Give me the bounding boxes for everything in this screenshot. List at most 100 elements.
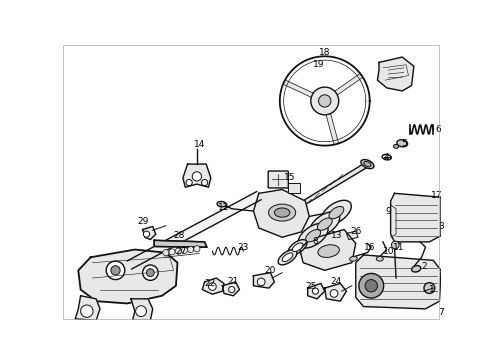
Ellipse shape	[393, 144, 399, 148]
Polygon shape	[377, 57, 414, 91]
Text: 9: 9	[386, 207, 391, 216]
Ellipse shape	[292, 243, 303, 252]
Polygon shape	[222, 282, 240, 296]
Polygon shape	[143, 226, 156, 239]
Ellipse shape	[278, 250, 297, 265]
Polygon shape	[308, 283, 325, 299]
Text: 2: 2	[421, 262, 427, 271]
Ellipse shape	[397, 140, 408, 147]
Text: 11: 11	[392, 243, 404, 252]
Circle shape	[392, 241, 399, 249]
Ellipse shape	[288, 240, 307, 255]
Ellipse shape	[329, 206, 344, 219]
Text: 6: 6	[436, 125, 441, 134]
Text: 23: 23	[238, 243, 249, 252]
Text: 19: 19	[313, 60, 324, 69]
Text: 3: 3	[438, 222, 444, 231]
Text: 26: 26	[350, 228, 362, 237]
Polygon shape	[202, 278, 224, 294]
Ellipse shape	[269, 204, 295, 221]
Circle shape	[144, 231, 149, 237]
Text: 5: 5	[402, 139, 408, 148]
Ellipse shape	[349, 256, 357, 261]
Circle shape	[181, 247, 188, 253]
Polygon shape	[78, 249, 177, 303]
Text: 24: 24	[331, 278, 342, 287]
Ellipse shape	[412, 266, 421, 272]
Circle shape	[143, 265, 158, 280]
Text: 18: 18	[319, 48, 330, 57]
Circle shape	[312, 288, 318, 294]
Circle shape	[209, 283, 216, 291]
Circle shape	[424, 283, 435, 293]
Text: 8: 8	[313, 237, 318, 246]
Polygon shape	[253, 189, 309, 237]
Polygon shape	[326, 114, 339, 145]
Circle shape	[311, 87, 339, 115]
Circle shape	[186, 180, 192, 186]
Circle shape	[257, 278, 265, 286]
Polygon shape	[75, 296, 100, 320]
Ellipse shape	[274, 208, 290, 217]
Text: 21: 21	[228, 278, 239, 287]
FancyBboxPatch shape	[288, 183, 300, 193]
Text: 22: 22	[204, 279, 216, 288]
Text: 7: 7	[438, 308, 444, 317]
Ellipse shape	[321, 200, 351, 225]
Polygon shape	[283, 80, 313, 97]
Ellipse shape	[382, 154, 392, 160]
Circle shape	[318, 95, 331, 107]
Circle shape	[106, 261, 125, 280]
Ellipse shape	[361, 159, 374, 168]
Ellipse shape	[298, 224, 328, 248]
Circle shape	[194, 246, 200, 252]
Text: 16: 16	[364, 243, 375, 252]
Circle shape	[175, 248, 181, 254]
Circle shape	[111, 266, 120, 275]
Polygon shape	[346, 231, 358, 239]
Text: 1: 1	[429, 285, 435, 294]
Text: 20: 20	[265, 266, 276, 275]
Circle shape	[359, 274, 384, 298]
Text: 25: 25	[305, 282, 317, 291]
Circle shape	[201, 180, 208, 186]
Ellipse shape	[282, 253, 293, 262]
Circle shape	[81, 305, 93, 317]
Text: 4: 4	[384, 153, 390, 162]
Polygon shape	[127, 192, 261, 269]
Text: 15: 15	[284, 174, 295, 183]
Text: 12: 12	[219, 203, 230, 212]
Ellipse shape	[364, 161, 371, 167]
Ellipse shape	[306, 230, 320, 242]
Circle shape	[229, 287, 235, 293]
Polygon shape	[154, 240, 207, 247]
Text: 13: 13	[331, 231, 342, 240]
Polygon shape	[270, 161, 371, 226]
Polygon shape	[325, 283, 346, 301]
Polygon shape	[335, 73, 363, 95]
Circle shape	[136, 306, 147, 316]
Ellipse shape	[317, 218, 332, 230]
Text: 14: 14	[194, 140, 205, 149]
Circle shape	[163, 249, 169, 256]
Ellipse shape	[318, 245, 340, 257]
Text: 10: 10	[383, 247, 394, 256]
Polygon shape	[131, 299, 153, 320]
Text: 28: 28	[173, 231, 185, 240]
Ellipse shape	[376, 256, 383, 261]
Circle shape	[365, 280, 377, 292]
Text: 29: 29	[137, 217, 148, 226]
Circle shape	[188, 247, 194, 253]
Ellipse shape	[310, 212, 340, 237]
Ellipse shape	[217, 201, 226, 207]
Circle shape	[169, 249, 175, 255]
Polygon shape	[253, 273, 274, 288]
Polygon shape	[356, 255, 441, 309]
Circle shape	[147, 269, 154, 276]
Polygon shape	[300, 230, 356, 270]
Circle shape	[330, 289, 338, 297]
Circle shape	[192, 172, 201, 181]
Text: 27: 27	[176, 247, 187, 256]
Polygon shape	[391, 193, 441, 242]
Polygon shape	[183, 164, 211, 187]
